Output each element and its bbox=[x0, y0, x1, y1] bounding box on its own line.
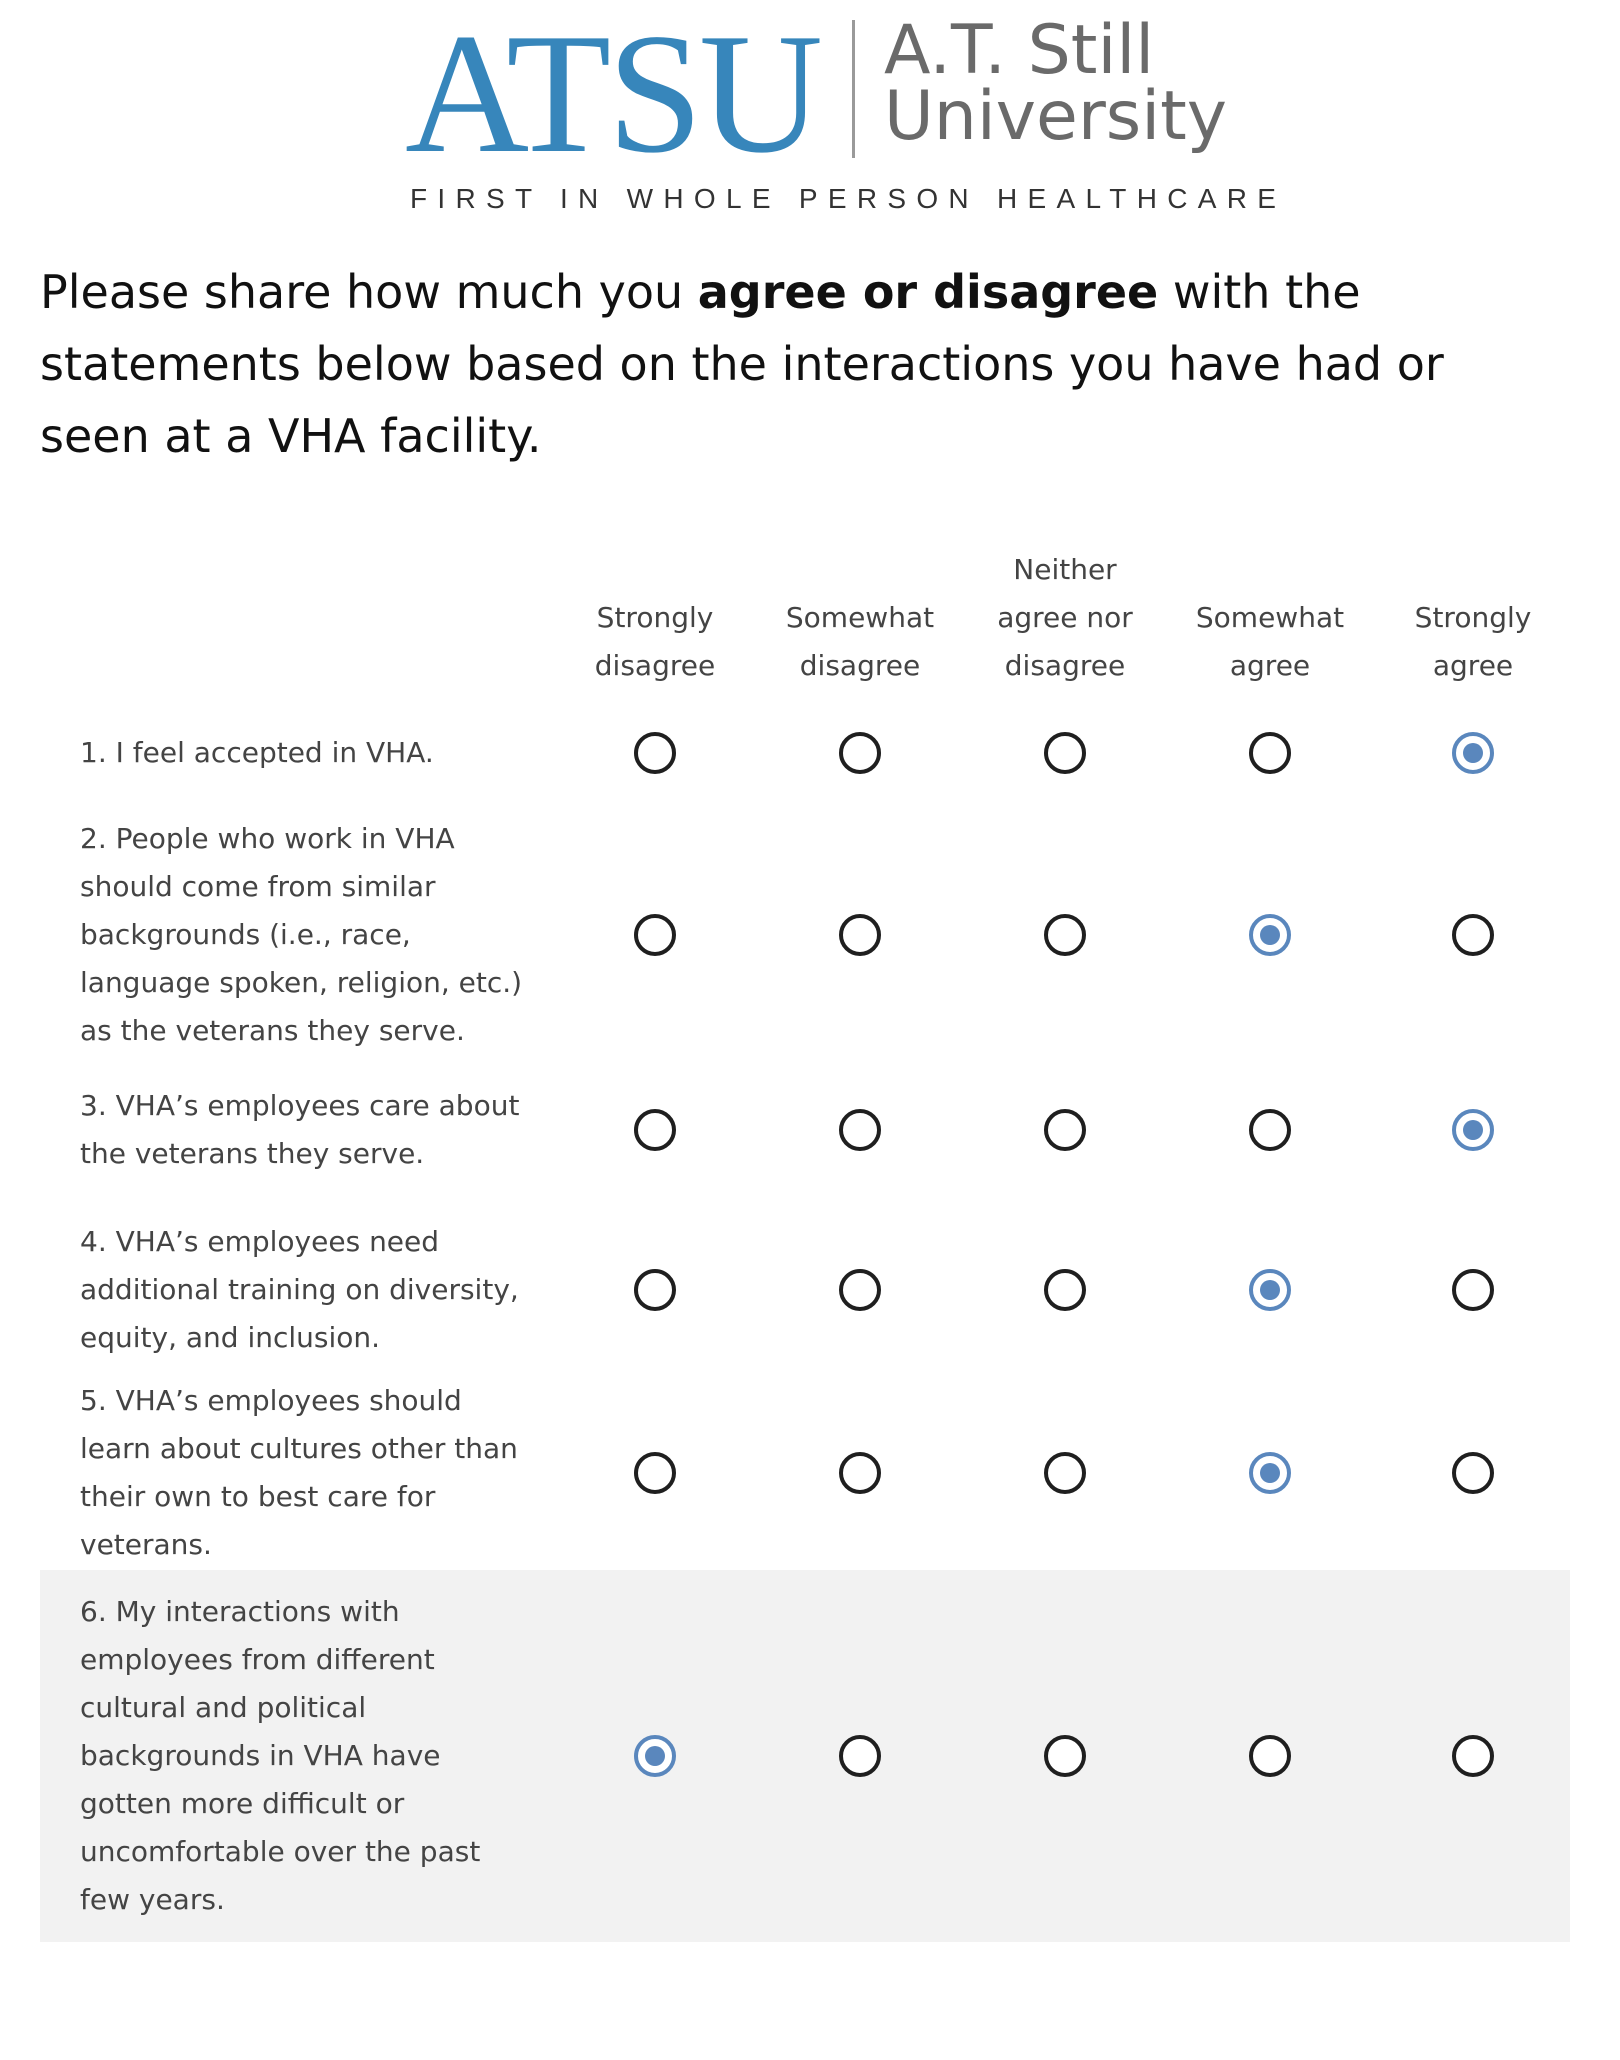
radio-neither[interactable] bbox=[1044, 1735, 1086, 1777]
radio-neither[interactable] bbox=[1044, 1109, 1086, 1151]
statement-row-active: 6. My interactions with employees from d… bbox=[40, 1570, 1570, 1942]
matrix-header: Strongly disagree Somewhat disagree Neit… bbox=[40, 520, 1570, 690]
radio-neither[interactable] bbox=[1044, 1269, 1086, 1311]
radio-strongly-agree[interactable] bbox=[1452, 1109, 1494, 1151]
radio-somewhat-agree[interactable] bbox=[1249, 1451, 1291, 1494]
logo-name-line1: A.T. Still bbox=[884, 11, 1155, 90]
radio-strongly-disagree[interactable] bbox=[634, 1735, 676, 1777]
column-label-line: disagree bbox=[594, 649, 716, 682]
column-label-line: Strongly bbox=[1414, 601, 1532, 634]
radio-somewhat-disagree[interactable] bbox=[839, 1451, 881, 1494]
logo-mark: ATSU bbox=[405, 0, 823, 189]
radio-strongly-agree[interactable] bbox=[1452, 914, 1494, 956]
radio-strongly-agree[interactable] bbox=[1452, 1451, 1494, 1494]
statement-text: 5. VHA’s employees should learn about cu… bbox=[80, 1383, 518, 1561]
university-logo: ATSU A.T. Still University FIRST IN WHOL… bbox=[0, 0, 1620, 230]
radio-somewhat-agree[interactable] bbox=[1249, 1269, 1291, 1311]
column-label-line: disagree bbox=[799, 649, 921, 682]
logo-name: A.T. Still University bbox=[884, 11, 1228, 156]
radio-strongly-disagree[interactable] bbox=[634, 1269, 676, 1311]
radio-strongly-agree[interactable] bbox=[1452, 731, 1494, 774]
radio-somewhat-agree[interactable] bbox=[1249, 1109, 1291, 1151]
radio-somewhat-disagree[interactable] bbox=[839, 1735, 881, 1777]
column-label-line: Somewhat bbox=[785, 601, 935, 634]
radio-neither[interactable] bbox=[1044, 731, 1086, 774]
column-label-line: Strongly bbox=[596, 601, 714, 634]
statement-text: 2. People who work in VHA should come fr… bbox=[80, 822, 523, 1047]
instruction-text-after: with the statements below based on the i… bbox=[40, 265, 1444, 463]
column-label-line: agree bbox=[1229, 649, 1311, 682]
radio-neither[interactable] bbox=[1044, 1451, 1086, 1494]
column-label-line: agree bbox=[1432, 649, 1514, 682]
statement-text: 4. VHA’s employees need additional train… bbox=[80, 1225, 519, 1354]
radio-somewhat-agree[interactable] bbox=[1249, 914, 1291, 956]
statement-row: 5. VHA’s employees should learn about cu… bbox=[40, 1375, 1570, 1570]
likert-matrix: Strongly disagree Somewhat disagree Neit… bbox=[40, 520, 1570, 1942]
logo-name-line2: University bbox=[884, 77, 1228, 156]
radio-strongly-disagree[interactable] bbox=[634, 1109, 676, 1151]
column-label-neither: Neither agree nor disagree bbox=[970, 546, 1160, 690]
question-instruction: Please share how much you agree or disag… bbox=[40, 256, 1540, 472]
logo-tagline: FIRST IN WHOLE PERSON HEALTHCARE bbox=[410, 183, 1287, 214]
column-label-line: agree nor bbox=[997, 601, 1133, 634]
radio-strongly-agree[interactable] bbox=[1452, 1735, 1494, 1777]
column-label-strongly-disagree: Strongly disagree bbox=[560, 594, 750, 690]
column-label-line: Neither bbox=[1013, 553, 1117, 586]
statement-row: 3. VHA’s employees care about the vetera… bbox=[40, 1055, 1570, 1205]
column-label-somewhat-agree: Somewhat agree bbox=[1175, 594, 1365, 690]
column-label-line: disagree bbox=[1004, 649, 1126, 682]
statement-row: 1. I feel accepted in VHA. bbox=[40, 690, 1570, 815]
instruction-emphasis: agree or disagree bbox=[697, 265, 1159, 319]
radio-strongly-disagree[interactable] bbox=[634, 1451, 676, 1494]
radio-somewhat-disagree[interactable] bbox=[839, 914, 881, 956]
column-label-strongly-agree: Strongly agree bbox=[1378, 594, 1568, 690]
statement-text: 1. I feel accepted in VHA. bbox=[80, 735, 434, 769]
statement-row: 2. People who work in VHA should come fr… bbox=[40, 815, 1570, 1055]
radio-somewhat-disagree[interactable] bbox=[839, 1109, 881, 1151]
radio-neither[interactable] bbox=[1044, 914, 1086, 956]
radio-somewhat-disagree[interactable] bbox=[839, 731, 881, 774]
instruction-text-before: Please share how much you bbox=[40, 265, 698, 319]
radio-somewhat-agree[interactable] bbox=[1249, 731, 1291, 774]
radio-somewhat-agree[interactable] bbox=[1249, 1735, 1291, 1777]
statement-text: 3. VHA’s employees care about the vetera… bbox=[80, 1089, 520, 1170]
radio-strongly-agree[interactable] bbox=[1452, 1269, 1494, 1311]
statement-text: 6. My interactions with employees from d… bbox=[80, 1595, 481, 1916]
statement-row: 4. VHA’s employees need additional train… bbox=[40, 1205, 1570, 1375]
logo-divider bbox=[852, 20, 855, 158]
radio-strongly-disagree[interactable] bbox=[634, 914, 676, 956]
column-label-somewhat-disagree: Somewhat disagree bbox=[765, 594, 955, 690]
column-label-line: Somewhat bbox=[1195, 601, 1345, 634]
radio-somewhat-disagree[interactable] bbox=[839, 1269, 881, 1311]
radio-strongly-disagree[interactable] bbox=[634, 731, 676, 774]
